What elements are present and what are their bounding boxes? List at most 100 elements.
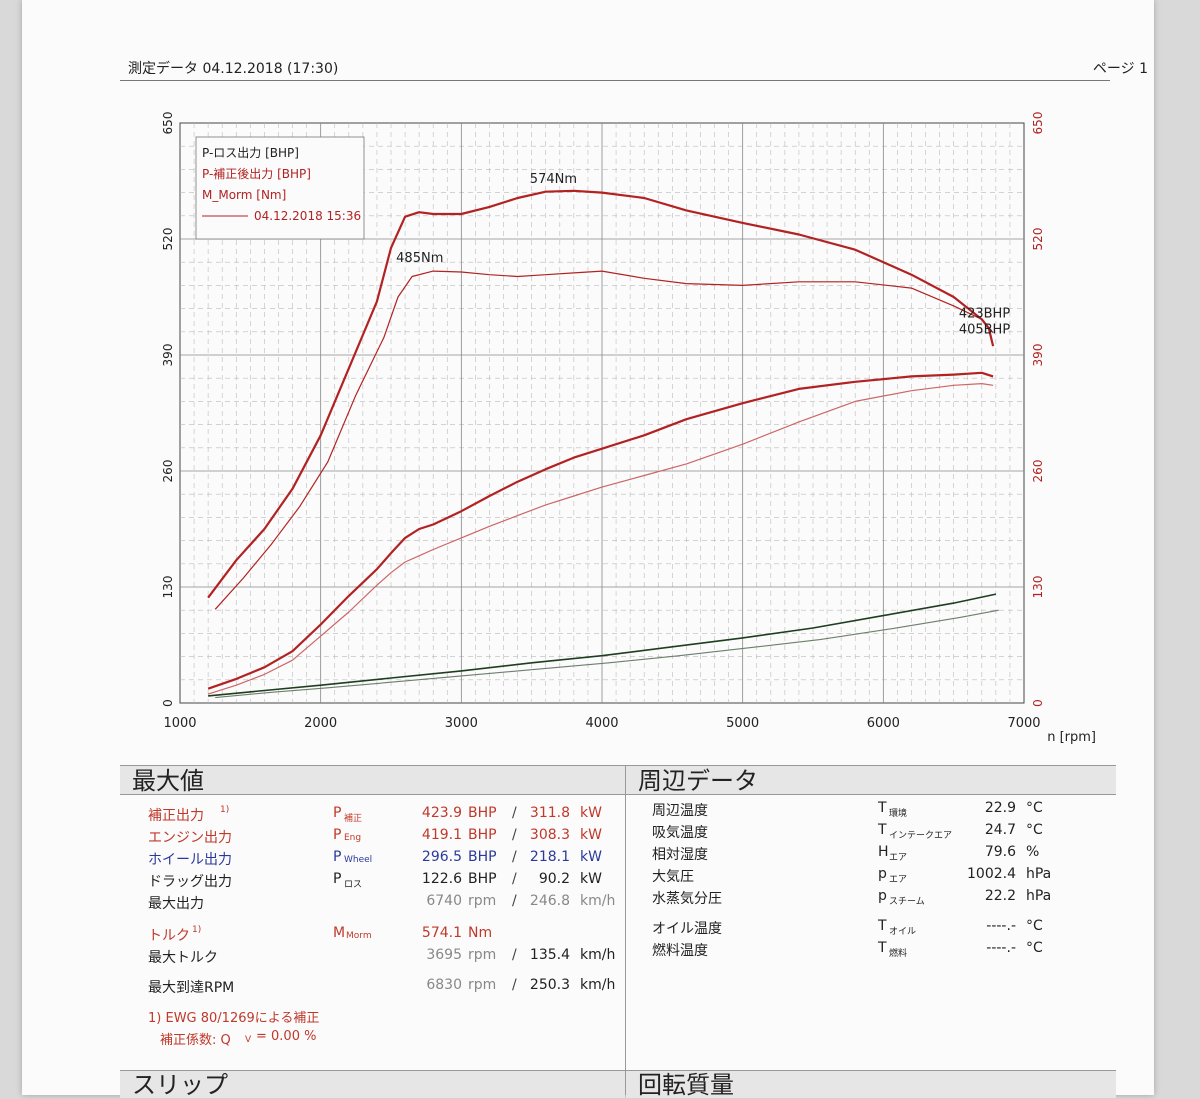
env-symbol-sub: スチーム — [889, 897, 925, 907]
env-symbol-sub: エア — [889, 853, 908, 863]
unit-secondary: kW — [580, 849, 602, 865]
separator: / — [512, 805, 517, 821]
slip-heading: スリップ — [120, 1070, 625, 1099]
torque-value: 574.1 — [421, 925, 462, 941]
env-unit: °C — [1026, 800, 1043, 816]
separator: / — [512, 893, 517, 909]
env-unit: °C — [1026, 918, 1043, 934]
legend-item: P-補正後出力 [BHP] — [202, 167, 311, 181]
data-annotation: 574Nm — [530, 172, 577, 187]
env-unit: hPa — [1026, 888, 1052, 904]
report-title: 測定データ 04.12.2018 (17:30) — [128, 61, 339, 77]
x-tick-label: 3000 — [445, 716, 478, 731]
x-tick-label: 2000 — [304, 716, 337, 731]
separator: / — [512, 827, 517, 843]
row-label: エンジン出力 — [148, 830, 232, 846]
max-rpm-speed-unit: km/h — [580, 977, 616, 993]
value-primary: 296.5 — [421, 849, 462, 865]
page-number: ページ 1 — [1092, 61, 1148, 77]
correction-factor-value: = 0.00 % — [256, 1029, 317, 1044]
value-primary: 419.1 — [421, 827, 462, 843]
value-secondary: 246.8 — [529, 893, 570, 909]
footnote-correction: 1) EWG 80/1269による補正 — [148, 1011, 320, 1026]
row-symbol: P — [333, 827, 342, 843]
y-tick-label-left: 260 — [161, 460, 175, 483]
legend-item: P-ロス出力 [BHP] — [202, 146, 299, 160]
row-label: ホイール出力 — [148, 852, 232, 868]
correction-factor-sub: V — [245, 1035, 252, 1045]
env-symbol: p — [878, 888, 887, 904]
env-label: 相対湿度 — [652, 847, 708, 863]
env-symbol: p — [878, 866, 887, 882]
dyno-chart: 1000 2000 3000 4000 5000 6000 7000 0 130 260 390 52… — [161, 112, 1096, 745]
env-symbol-sub: エア — [889, 875, 908, 885]
row-symbol-sub: Eng — [344, 833, 362, 843]
env-symbol-sub: オイル — [889, 927, 917, 937]
x-tick-label: 6000 — [867, 716, 900, 731]
x-tick-label: 7000 — [1007, 716, 1040, 731]
unit-secondary: kW — [580, 827, 602, 843]
legend-box — [195, 136, 365, 240]
x-axis-label: n [rpm] — [1047, 730, 1096, 745]
env-label: オイル温度 — [652, 921, 722, 937]
env-unit: hPa — [1026, 866, 1052, 882]
row-symbol: P — [333, 805, 342, 821]
unit-primary: BHP — [468, 805, 497, 821]
y-tick-label-left: 0 — [161, 699, 175, 707]
y-tick-label-left: 650 — [161, 112, 175, 135]
footnote-mark: 1) — [220, 805, 230, 815]
env-symbol: H — [878, 844, 889, 860]
env-value: ----.- — [986, 918, 1016, 934]
env-symbol-sub: インテークエア — [889, 831, 953, 841]
max-torque-rpm: 3695 — [426, 947, 462, 963]
value-primary: 122.6 — [421, 871, 462, 887]
torque-unit: Nm — [468, 925, 493, 941]
value-secondary: 218.1 — [529, 849, 570, 865]
x-tick-label: 1000 — [163, 716, 196, 731]
max-torque-speed-unit: km/h — [580, 947, 616, 963]
legend-item: M_Morm [Nm] — [202, 188, 286, 202]
env-symbol-sub: 環境 — [889, 809, 908, 819]
y-tick-label-right: 520 — [1031, 228, 1045, 251]
max-values-heading: 最大値 — [120, 765, 625, 795]
unit-secondary: km/h — [580, 893, 616, 909]
max-rpm-speed: 250.3 — [529, 977, 570, 993]
row-label: 最大出力 — [148, 896, 204, 912]
row-label: ドラッグ出力 — [148, 874, 232, 890]
env-label: 吸気温度 — [652, 825, 708, 841]
correction-factor-label: 補正係数: Q — [160, 1033, 231, 1048]
series-line-3 — [207, 383, 994, 695]
footnote-mark: 1) — [192, 925, 202, 935]
series-line-4 — [208, 593, 997, 697]
y-tick-label-left: 390 — [161, 344, 175, 367]
x-tick-label: 4000 — [585, 716, 618, 731]
max-rpm-unit: rpm — [468, 977, 497, 993]
separator: / — [512, 849, 517, 865]
env-symbol-sub: 燃料 — [889, 949, 908, 959]
row-symbol: P — [333, 871, 342, 887]
env-value: 1002.4 — [967, 866, 1016, 882]
env-value: 22.2 — [984, 888, 1016, 904]
env-symbol: T — [878, 918, 887, 934]
unit-secondary: kW — [580, 805, 602, 821]
separator: / — [512, 871, 517, 887]
max-torque-label: 最大トルク — [148, 950, 218, 966]
separator: / — [512, 977, 517, 993]
panel-divider — [625, 765, 626, 1095]
env-value: 24.7 — [984, 822, 1016, 838]
env-value: ----.- — [986, 940, 1016, 956]
series-line-1 — [214, 270, 994, 610]
env-unit: °C — [1026, 940, 1043, 956]
value-secondary: 308.3 — [529, 827, 570, 843]
unit-primary: BHP — [468, 827, 497, 843]
env-symbol: T — [878, 800, 887, 816]
env-symbol: T — [878, 940, 887, 956]
series-line-0 — [207, 189, 995, 599]
row-symbol-sub: ロス — [344, 880, 363, 890]
max-torque-speed: 135.4 — [529, 947, 570, 963]
env-label: 周辺温度 — [652, 803, 708, 819]
header-divider — [120, 80, 1110, 81]
row-label: 補正出力 — [148, 808, 204, 824]
unit-secondary: kW — [580, 871, 602, 887]
y-tick-label-right: 0 — [1031, 699, 1045, 707]
